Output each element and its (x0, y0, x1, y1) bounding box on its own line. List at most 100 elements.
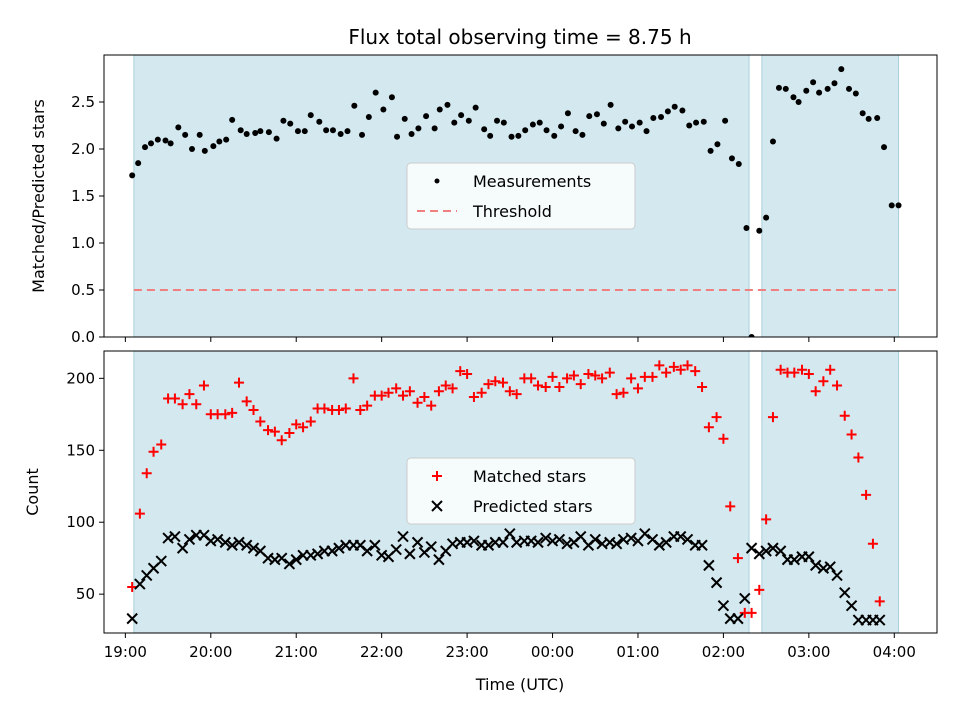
matched-point (839, 410, 850, 421)
measurement-point (881, 144, 888, 151)
matched-point (861, 489, 872, 500)
predicted-point (696, 539, 708, 551)
measurement-point (707, 147, 714, 154)
matched-point (291, 419, 302, 430)
matched-point (611, 389, 622, 400)
predicted-point (226, 539, 238, 551)
measurement-point (481, 126, 488, 133)
y-axis-label: Matched/Predicted stars (29, 99, 48, 293)
predicted-point (539, 532, 552, 544)
y-tick-label: 1.5 (71, 187, 95, 205)
predicted-point (333, 542, 345, 554)
predicted-point (703, 559, 715, 572)
predicted-point (404, 548, 416, 560)
matched-point (533, 380, 544, 391)
predicted-point (219, 536, 232, 549)
y-tick-label: 2.5 (71, 93, 95, 111)
measurement-point (465, 117, 472, 124)
measurement-point (487, 132, 494, 139)
matched-point (647, 371, 658, 382)
matched-point (654, 360, 665, 371)
matched-point (718, 433, 729, 444)
predicted-point (589, 533, 601, 546)
measurement-point (865, 115, 872, 122)
series-measurements (129, 66, 902, 337)
predicted-point (275, 552, 288, 564)
measurement-point (586, 113, 593, 120)
predicted-point (126, 612, 138, 625)
legend-label: Threshold (472, 202, 552, 221)
y-axis-label: Count (23, 468, 42, 516)
measurement-point (316, 118, 323, 125)
measurement-point (210, 143, 217, 150)
predicted-point (681, 533, 694, 546)
legend-box (406, 162, 636, 230)
matched-point (233, 377, 244, 388)
predicted-point (176, 542, 189, 554)
measurement-point (664, 108, 671, 115)
matched-point (476, 387, 487, 398)
measurement-point (600, 120, 607, 127)
measurement-point (743, 224, 750, 231)
matched-point (554, 381, 565, 392)
matched-point (562, 373, 573, 384)
predicted-point (433, 553, 445, 566)
predicted-point (774, 545, 787, 557)
measurement-point (748, 334, 755, 337)
measurement-point (529, 121, 536, 128)
measurement-point (735, 161, 742, 168)
predicted-point (625, 532, 637, 544)
matched-point (497, 377, 508, 388)
measurement-point (671, 103, 678, 110)
matched-point (177, 399, 188, 410)
measurement-point (273, 135, 280, 142)
matched-point (355, 404, 366, 415)
measurement-point (142, 144, 149, 151)
matched-point (732, 553, 743, 564)
measurement-point (852, 90, 859, 97)
matched-point (767, 412, 778, 423)
matched-point (626, 373, 637, 384)
predicted-point (134, 578, 146, 590)
matched-point (127, 581, 138, 592)
matched-point (661, 367, 672, 378)
measurement-point (257, 128, 264, 135)
matched-point (468, 392, 479, 403)
measurement-point (135, 160, 142, 167)
predicted-point (653, 539, 666, 551)
measurement-point (803, 87, 810, 94)
measurement-point (129, 172, 136, 179)
predicted-point (311, 548, 324, 560)
measurement-point (147, 140, 154, 147)
measurement-point (763, 214, 770, 221)
predicted-point (361, 545, 373, 557)
predicted-point (845, 599, 858, 612)
measurement-point (775, 84, 782, 91)
measurement-point (401, 115, 408, 122)
measurement-point (593, 111, 600, 118)
predicted-point (411, 536, 424, 549)
measurement-point (756, 227, 763, 234)
measurement-point (810, 79, 817, 86)
measurement-point (515, 132, 522, 139)
measurement-point (658, 114, 665, 121)
measurement-point (237, 127, 244, 134)
matched-point (404, 386, 415, 397)
matched-point (803, 369, 814, 380)
predicted-point (290, 553, 302, 566)
matched-point (263, 425, 274, 436)
matched-point (227, 407, 238, 418)
legend-label: Matched stars (473, 467, 586, 486)
matched-point (725, 501, 736, 512)
measurement-point (888, 202, 895, 209)
x-tick-label: 01:00 (616, 643, 659, 661)
legend-label: Measurements (473, 172, 591, 191)
measurement-point (415, 125, 422, 132)
x-tick-label: 02:00 (702, 643, 745, 661)
measurement-point (344, 128, 351, 135)
measurement-point (693, 119, 700, 126)
observing-window-2 (761, 351, 900, 633)
predicted-point (211, 533, 224, 546)
matched-point (398, 390, 409, 401)
predicted-point (745, 542, 758, 554)
